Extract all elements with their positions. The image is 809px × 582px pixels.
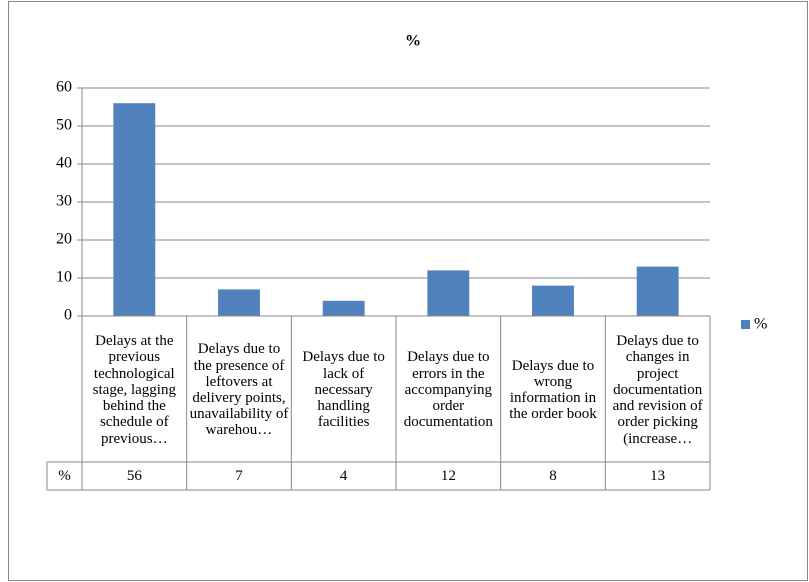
table-value: 4 [339, 467, 348, 484]
category-label: Delays due to errors in the accompanying… [403, 349, 493, 431]
category-label: Delays at the previous technological sta… [92, 333, 176, 447]
bar [427, 270, 470, 316]
bar [532, 285, 574, 316]
table-value: 8 [549, 467, 557, 484]
y-tick-label: 20 [56, 231, 72, 248]
y-tick-label: 30 [56, 193, 72, 210]
category-label: Delays due to changes in project documen… [612, 333, 703, 447]
chart-border [8, 1, 808, 581]
bar [218, 289, 260, 316]
table-value: 13 [650, 467, 666, 484]
legend-label: % [754, 316, 767, 333]
y-tick-label: 10 [56, 269, 72, 286]
table-row-header: % [58, 467, 71, 484]
category-label: Delays due to the presence of leftovers … [189, 341, 289, 439]
y-tick-label: 60 [56, 79, 72, 96]
table-value: 56 [126, 467, 142, 484]
chart-title: % [405, 33, 421, 50]
table-value: 7 [235, 467, 243, 484]
y-tick-label: 40 [56, 155, 72, 172]
bar [113, 103, 156, 316]
table-value: 12 [440, 467, 456, 484]
legend-swatch [741, 320, 750, 329]
category-label: Delays due to lack of necessary handling… [302, 349, 385, 431]
y-tick-label: 50 [56, 117, 72, 134]
bar [322, 300, 365, 316]
category-label: Delays due to wrong information in the o… [509, 357, 597, 423]
y-tick-label: 0 [64, 307, 72, 324]
bar [636, 266, 679, 316]
